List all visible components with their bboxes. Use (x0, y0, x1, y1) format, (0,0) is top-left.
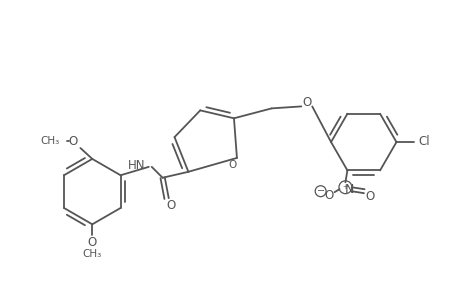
Text: O: O (88, 236, 97, 249)
Text: O: O (228, 160, 236, 170)
Text: +: + (342, 184, 347, 190)
Text: CH₃: CH₃ (83, 249, 102, 259)
Text: O: O (69, 135, 78, 148)
Text: O: O (166, 199, 175, 212)
Text: HN: HN (128, 159, 146, 172)
Text: O: O (323, 189, 332, 202)
Text: O: O (302, 96, 311, 109)
Text: O: O (365, 190, 374, 202)
Text: −: − (316, 186, 324, 196)
Text: N: N (344, 183, 353, 196)
Text: Cl: Cl (418, 135, 429, 148)
Text: CH₃: CH₃ (40, 136, 60, 146)
